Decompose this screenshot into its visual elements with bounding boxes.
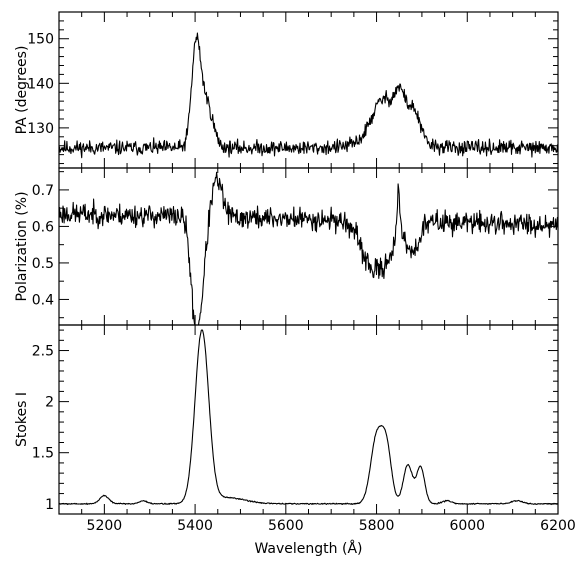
x-tick-label: 6000 — [449, 518, 485, 534]
polarization-y-tick-label: 0.5 — [32, 256, 54, 272]
x-tick-label: 5600 — [268, 518, 304, 534]
pa-panel: PA (degrees) 130 140 150 — [14, 11, 559, 169]
polarization-y-tick-label: 0.6 — [32, 219, 54, 235]
stokes-y-tick-label: 1 — [45, 497, 54, 513]
pa-y-tick-label: 140 — [27, 76, 54, 92]
polarization-y-axis-label: Polarization (%) — [14, 191, 30, 301]
pa-y-tick-label: 150 — [27, 32, 54, 48]
stokes-y-tick-label: 1.5 — [32, 446, 54, 462]
polarization-y-tick-label: 0.7 — [32, 183, 54, 199]
polarization-series-line — [58, 171, 559, 326]
stokes-panel: Stokes I Wavelength (Å) 1 1.5 2 2.5 5200 5400… — [14, 324, 576, 557]
polarization-panel: Polarization (%) 0.4 0.5 0.6 0.7 — [14, 167, 559, 326]
x-tick-label: 5200 — [87, 518, 123, 534]
stokes-y-tick-label: 2 — [45, 395, 54, 411]
x-tick-label: 5800 — [359, 518, 395, 534]
stokes-y-axis-label: Stokes I — [14, 392, 30, 447]
pa-series-line — [58, 32, 559, 159]
pa-y-tick-label: 130 — [27, 121, 54, 137]
stokes-axes-frame — [58, 324, 559, 515]
stokes-y-tick-label: 2.5 — [32, 344, 54, 360]
x-axis-label: Wavelength (Å) — [254, 540, 362, 557]
stokes-series-line — [58, 329, 559, 506]
polarization-axes-frame — [58, 167, 559, 326]
pa-y-axis-label: PA (degrees) — [14, 46, 30, 135]
polarization-y-tick-label: 0.4 — [32, 292, 54, 308]
x-tick-label: 6200 — [540, 518, 576, 534]
x-tick-label: 5400 — [177, 518, 213, 534]
